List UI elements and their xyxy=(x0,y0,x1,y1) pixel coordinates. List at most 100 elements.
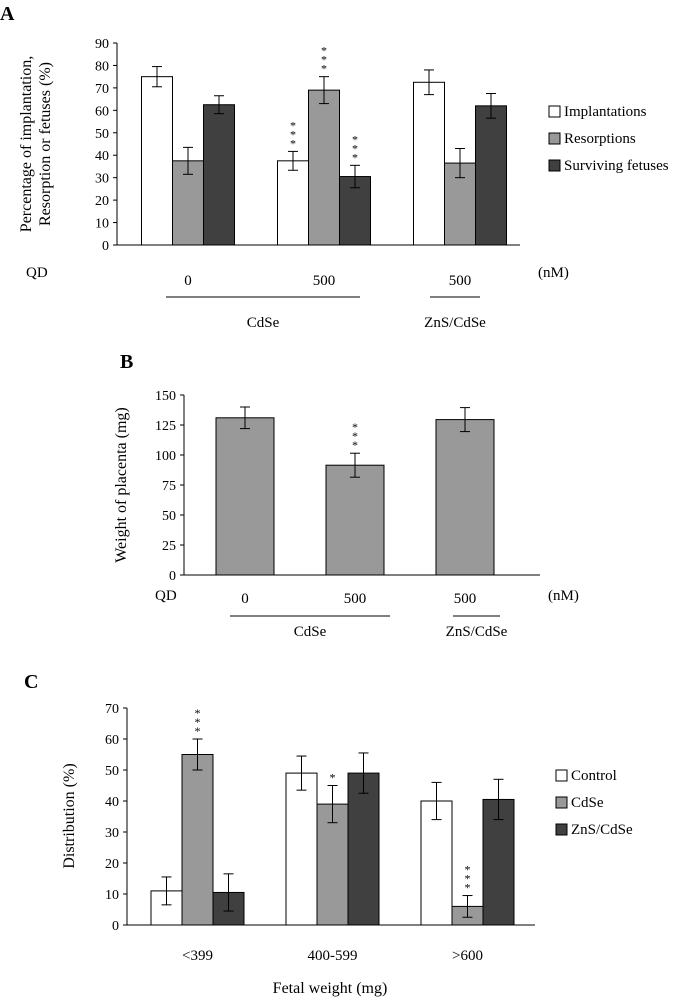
panel-letter-c: C xyxy=(24,671,38,693)
significance-star: * xyxy=(352,150,358,164)
bar-placenta-weight xyxy=(325,464,385,576)
category-label: 0 xyxy=(184,273,192,289)
y-axis-title: Distribution (%) xyxy=(61,763,78,868)
significance-star: * xyxy=(321,53,327,67)
bar-cdse xyxy=(316,803,349,926)
bar-resorptions xyxy=(172,160,204,246)
bar-control xyxy=(420,800,453,926)
significance-star: * xyxy=(290,118,296,132)
legend-swatch xyxy=(555,796,568,809)
group-label: CdSe xyxy=(247,315,280,331)
panel-a: A 0 10 20 30 40 50 60 70 80 90 Percentage of implan… xyxy=(0,3,669,331)
group-label: CdSe xyxy=(294,624,327,640)
x-unit-label: (nM) xyxy=(548,588,579,604)
significance-star: * xyxy=(330,771,336,785)
bar-control xyxy=(285,772,318,926)
group-label: ZnS/CdSe xyxy=(446,624,508,640)
significance-star: * xyxy=(352,438,358,452)
significance-star: * xyxy=(290,136,296,150)
y-tick-label: 60 xyxy=(95,104,109,119)
panel-b: B 0 25 50 75 100 125 150 Weight of placenta (mg)… xyxy=(113,351,579,640)
legend-swatch xyxy=(548,132,561,145)
category-label: 500 xyxy=(454,591,477,607)
y-tick-label: 30 xyxy=(95,172,109,187)
y-axis-title-line: Resorption or fetuses (%) xyxy=(37,62,54,226)
bar-cdse xyxy=(181,754,214,926)
category-label: 500 xyxy=(449,273,472,289)
legend-label: CdSe xyxy=(571,795,604,811)
legend-label: Surviving fetuses xyxy=(564,158,669,174)
y-tick-label: 60 xyxy=(105,733,119,748)
y-tick-label: 20 xyxy=(95,194,109,209)
category-label: 500 xyxy=(313,273,336,289)
category-label: <399 xyxy=(182,948,213,964)
y-tick-label: 0 xyxy=(102,239,109,254)
y-tick-label: 40 xyxy=(95,149,109,164)
bar-placenta-weight xyxy=(435,419,495,576)
significance-star: * xyxy=(321,44,327,58)
y-tick-label: 80 xyxy=(95,59,109,74)
category-label: 0 xyxy=(241,591,249,607)
legend-swatch xyxy=(555,769,568,782)
significance-star: * xyxy=(352,429,358,443)
bar-implantations xyxy=(413,81,445,246)
x-axis-title: Fetal weight (mg) xyxy=(273,980,388,997)
group-label: ZnS/CdSe xyxy=(424,315,486,331)
y-tick-label: 70 xyxy=(105,702,119,717)
bar-surviving-fetuses xyxy=(203,104,235,246)
y-tick-label: 0 xyxy=(112,919,119,934)
significance-star: * xyxy=(195,724,201,738)
bar-implantations xyxy=(141,76,173,246)
y-tick-label: 10 xyxy=(105,888,119,903)
y-tick-label: 0 xyxy=(169,569,176,584)
significance-star: * xyxy=(352,132,358,146)
significance-star: * xyxy=(195,715,201,729)
significance-star: * xyxy=(321,62,327,76)
y-axis-title: Weight of placenta (mg) xyxy=(113,407,130,563)
y-tick-label: 40 xyxy=(105,795,119,810)
significance-star: * xyxy=(465,872,471,886)
legend-swatch xyxy=(548,105,561,118)
significance-star: * xyxy=(465,863,471,877)
legend-label: ZnS/CdSe xyxy=(571,822,633,838)
significance-star: * xyxy=(465,881,471,895)
y-axis-title: Percentage of implantation, Resorption or… xyxy=(18,56,54,232)
panel-letter-b: B xyxy=(120,351,133,373)
y-tick-label: 20 xyxy=(105,857,119,872)
legend-swatch xyxy=(548,159,561,172)
bar-implantations xyxy=(277,160,309,246)
x-prefix-label: QD xyxy=(26,265,48,281)
y-tick-label: 50 xyxy=(95,127,109,142)
bar-zns-cdse xyxy=(482,798,515,926)
y-axis-title-line: Percentage of implantation, xyxy=(18,56,35,232)
y-tick-label: 50 xyxy=(105,764,119,779)
y-tick-label: 100 xyxy=(155,449,176,464)
legend-label: Resorptions xyxy=(564,131,636,147)
x-unit-label: (nM) xyxy=(538,265,569,281)
bar-surviving-fetuses xyxy=(475,105,507,246)
y-tick-label: 150 xyxy=(155,389,176,404)
significance-star: * xyxy=(352,141,358,155)
bar-zns-cdse xyxy=(347,772,380,926)
y-tick-label: 125 xyxy=(155,419,176,434)
legend-label: Implantations xyxy=(564,104,647,120)
y-tick-label: 70 xyxy=(95,82,109,97)
bar-placenta-weight xyxy=(215,417,275,576)
category-label: 400-599 xyxy=(308,948,358,964)
y-tick-label: 50 xyxy=(162,509,176,524)
bar-resorptions xyxy=(308,89,340,246)
legend-label: Control xyxy=(571,768,617,784)
category-label: 500 xyxy=(344,591,367,607)
significance-star: * xyxy=(290,127,296,141)
y-tick-label: 75 xyxy=(162,479,176,494)
significance-star: * xyxy=(195,706,201,720)
y-tick-label: 30 xyxy=(105,826,119,841)
y-tick-label: 90 xyxy=(95,37,109,52)
legend-swatch xyxy=(555,823,568,836)
significance-star: * xyxy=(352,420,358,434)
category-label: >600 xyxy=(452,948,483,964)
panel-letter-a: A xyxy=(0,3,15,25)
y-tick-label: 25 xyxy=(162,539,176,554)
